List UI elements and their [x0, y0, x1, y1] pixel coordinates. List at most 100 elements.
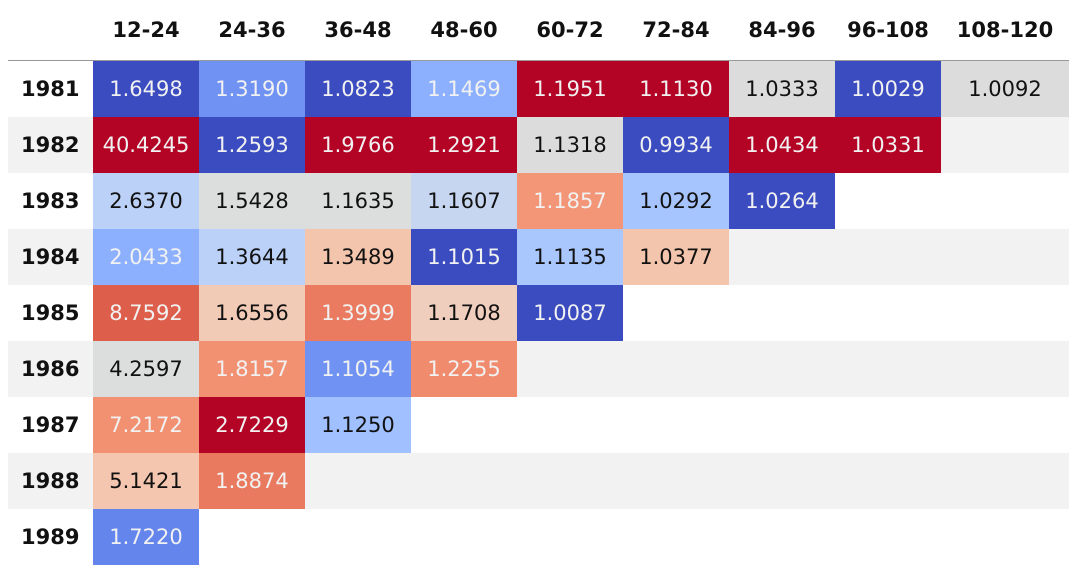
table-row: 1985 8.7592 1.6556 1.3999 1.1708 1.0087 — [8, 284, 1069, 341]
empty-cell — [729, 229, 835, 285]
empty-cell — [517, 453, 623, 509]
empty-cell — [411, 453, 517, 509]
column-header: 36-48 — [305, 0, 411, 61]
data-cell: 1.3190 — [199, 60, 305, 117]
data-cell: 2.7229 — [199, 396, 305, 453]
header-row: 12-24 24-36 36-48 48-60 60-72 72-84 84-96 96-10… — [8, 0, 1069, 61]
data-cell: 0.9934 — [623, 116, 729, 173]
data-cell: 1.1635 — [305, 172, 411, 229]
column-header: 72-84 — [623, 0, 729, 61]
data-cell: 1.1607 — [411, 172, 517, 229]
data-cell: 1.1318 — [517, 116, 623, 173]
table-header: 12-24 24-36 36-48 48-60 60-72 72-84 84-96 96-10… — [8, 0, 1069, 61]
empty-cell — [941, 285, 1069, 341]
data-cell: 40.4245 — [93, 116, 199, 173]
index-header-corner — [8, 0, 93, 61]
data-cell: 1.9766 — [305, 116, 411, 173]
empty-cell — [305, 509, 411, 565]
column-header: 12-24 — [93, 0, 199, 61]
data-cell: 1.1708 — [411, 284, 517, 341]
empty-cell — [517, 509, 623, 565]
empty-cell — [835, 453, 941, 509]
column-header: 48-60 — [411, 0, 517, 61]
empty-cell — [941, 229, 1069, 285]
empty-cell — [623, 453, 729, 509]
empty-cell — [199, 509, 305, 565]
data-cell: 1.7220 — [93, 508, 199, 565]
data-cell: 1.2921 — [411, 116, 517, 173]
row-header: 1982 — [21, 132, 80, 157]
row-header: 1984 — [21, 244, 80, 269]
table-row: 1981 1.6498 1.3190 1.0823 1.1469 1.1951 1.1130… — [8, 60, 1069, 117]
data-cell: 1.0377 — [623, 228, 729, 285]
data-cell: 4.2597 — [93, 340, 199, 397]
table-row: 1986 4.2597 1.8157 1.1054 1.2255 — [8, 340, 1069, 397]
empty-cell — [835, 285, 941, 341]
table-row: 1988 5.1421 1.8874 — [8, 452, 1069, 509]
column-header: 108-120 — [941, 0, 1069, 61]
data-cell: 1.5428 — [199, 172, 305, 229]
row-header: 1981 — [21, 76, 80, 101]
data-cell: 1.0434 — [729, 116, 835, 173]
empty-cell — [623, 397, 729, 453]
column-header: 84-96 — [729, 0, 835, 61]
empty-cell — [835, 173, 941, 229]
row-header: 1989 — [21, 524, 80, 549]
empty-cell — [729, 341, 835, 397]
empty-cell — [729, 285, 835, 341]
table-container: 12-24 24-36 36-48 48-60 60-72 72-84 84-96 96-10… — [8, 0, 1069, 565]
data-cell: 1.3999 — [305, 284, 411, 341]
data-cell: 1.3644 — [199, 228, 305, 285]
data-cell: 1.1015 — [411, 228, 517, 285]
data-cell: 1.0292 — [623, 172, 729, 229]
empty-cell — [729, 397, 835, 453]
table-row: 1982 40.4245 1.2593 1.9766 1.2921 1.1318 0.993… — [8, 116, 1069, 173]
empty-cell — [835, 509, 941, 565]
data-cell: 1.8157 — [199, 340, 305, 397]
data-cell: 1.0092 — [941, 60, 1069, 117]
table-body: 1981 1.6498 1.3190 1.0823 1.1469 1.1951 1.1130… — [8, 60, 1069, 565]
data-cell: 2.6370 — [93, 172, 199, 229]
data-cell: 8.7592 — [93, 284, 199, 341]
data-cell: 1.0264 — [729, 172, 835, 229]
data-cell: 5.1421 — [93, 452, 199, 509]
data-cell: 1.1951 — [517, 60, 623, 117]
empty-cell — [305, 453, 411, 509]
table-row: 1989 1.7220 — [8, 508, 1069, 565]
data-cell: 1.0029 — [835, 60, 941, 117]
data-cell: 1.0333 — [729, 60, 835, 117]
empty-cell — [835, 397, 941, 453]
row-header: 1987 — [21, 412, 80, 437]
empty-cell — [517, 341, 623, 397]
data-cell: 1.8874 — [199, 452, 305, 509]
column-header: 24-36 — [199, 0, 305, 61]
row-header: 1988 — [21, 468, 80, 493]
data-cell: 1.1469 — [411, 60, 517, 117]
development-factor-table: 12-24 24-36 36-48 48-60 60-72 72-84 84-96 96-10… — [8, 0, 1069, 565]
data-cell: 1.1054 — [305, 340, 411, 397]
data-cell: 1.1130 — [623, 60, 729, 117]
empty-cell — [729, 453, 835, 509]
table-row: 1987 7.2172 2.7229 1.1250 — [8, 396, 1069, 453]
empty-cell — [941, 453, 1069, 509]
empty-cell — [941, 397, 1069, 453]
data-cell: 1.2593 — [199, 116, 305, 173]
empty-cell — [941, 509, 1069, 565]
data-cell: 1.0823 — [305, 60, 411, 117]
data-cell: 1.1135 — [517, 228, 623, 285]
row-header: 1986 — [21, 356, 80, 381]
empty-cell — [411, 397, 517, 453]
empty-cell — [941, 173, 1069, 229]
empty-cell — [835, 229, 941, 285]
data-cell: 1.0331 — [835, 116, 941, 173]
data-cell: 7.2172 — [93, 396, 199, 453]
column-header: 60-72 — [517, 0, 623, 61]
row-header: 1985 — [21, 300, 80, 325]
empty-cell — [729, 509, 835, 565]
empty-cell — [835, 341, 941, 397]
data-cell: 1.2255 — [411, 340, 517, 397]
empty-cell — [623, 509, 729, 565]
empty-cell — [517, 397, 623, 453]
empty-cell — [411, 509, 517, 565]
table-row: 1983 2.6370 1.5428 1.1635 1.1607 1.1857 1.0292… — [8, 172, 1069, 229]
